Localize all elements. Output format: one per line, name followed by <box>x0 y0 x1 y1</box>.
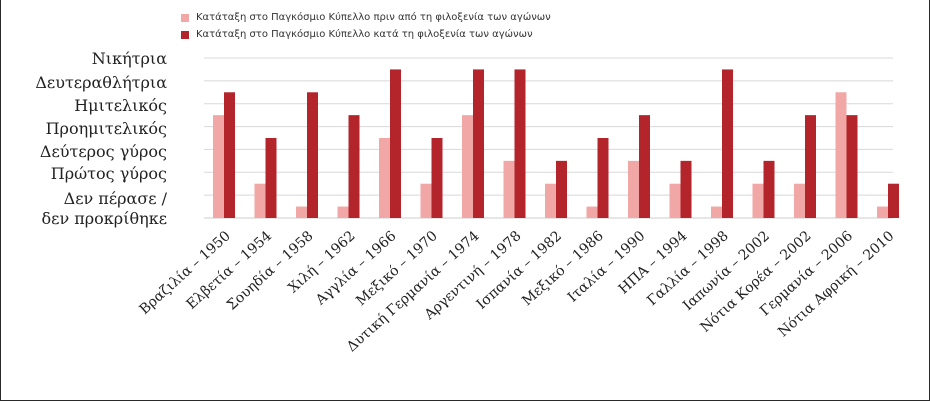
bar-before <box>877 206 888 218</box>
y-level-label: Νικήτρια <box>91 49 167 68</box>
bar-during <box>805 115 816 218</box>
bar-during <box>265 138 277 218</box>
bar-during <box>556 160 567 218</box>
y-level-label: Δεύτερος γύρος <box>39 142 167 161</box>
bar-before <box>462 115 473 218</box>
y-level-label: Προημιτελικός <box>45 119 167 138</box>
bar-during <box>431 138 443 218</box>
y-level-label: Δευτεραθλήτρια <box>35 73 167 92</box>
bar-during <box>514 69 526 218</box>
bar-before <box>835 92 847 218</box>
legend-swatch-before <box>181 13 189 22</box>
bar-before <box>669 183 681 218</box>
bar-during <box>597 138 609 218</box>
y-level-label: Δεν πέρασε / δεν προκρίθηκε <box>41 189 167 228</box>
bar-during <box>307 92 318 218</box>
legend-item-before: Κατάταξη στο Παγκόσμιο Κύπελλο πριν από … <box>181 9 551 26</box>
bar-before <box>628 160 639 218</box>
bar-before <box>213 115 224 218</box>
bar-before <box>752 183 764 218</box>
legend-swatch-during <box>181 30 189 39</box>
bar-before <box>420 183 432 218</box>
bar-before <box>794 183 805 218</box>
bar-during <box>846 115 858 218</box>
bar-before <box>586 206 598 218</box>
bar-during <box>763 160 775 218</box>
y-level-label: Πρώτος γύρος <box>50 164 167 183</box>
y-level-label: Ημιτελικός <box>74 96 167 115</box>
legend-label-before: Κατάταξη στο Παγκόσμιο Κύπελλο πριν από … <box>196 12 551 23</box>
bar-during <box>473 69 484 218</box>
bar-during <box>348 115 360 218</box>
legend-item-during: Κατάταξη στο Παγκόσμιο Κύπελλο κατά τη φ… <box>181 26 551 43</box>
bar-before <box>503 160 515 218</box>
bar-during <box>224 92 235 218</box>
bar-before <box>254 183 266 218</box>
bar-during <box>390 69 401 218</box>
bar-during <box>722 69 733 218</box>
legend: Κατάταξη στο Παγκόσμιο Κύπελλο πριν από … <box>181 9 551 43</box>
legend-label-during: Κατάταξη στο Παγκόσμιο Κύπελλο κατά τη φ… <box>196 29 533 40</box>
bar-before <box>379 138 390 218</box>
bar-during <box>639 115 650 218</box>
bar-during <box>888 183 899 218</box>
bar-before <box>296 206 307 218</box>
bar-before <box>337 206 349 218</box>
bar-during <box>680 160 692 218</box>
bar-before <box>545 183 556 218</box>
bar-before <box>711 206 722 218</box>
